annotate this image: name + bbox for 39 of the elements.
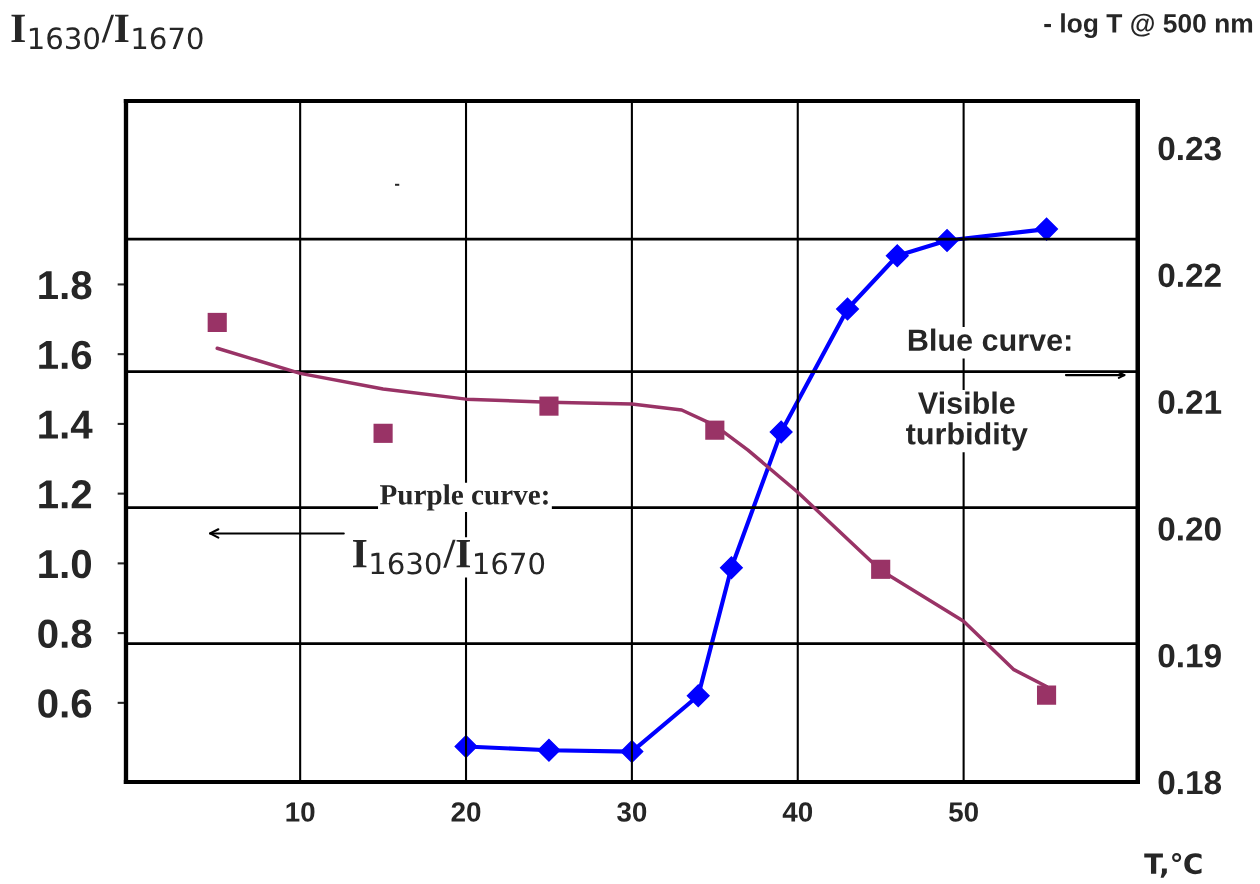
- y2-axis-title: - log T @ 500 nm: [1044, 13, 1253, 38]
- y2-tick-label: 0.19: [1158, 643, 1221, 668]
- point: [373, 423, 393, 443]
- point: [719, 556, 743, 580]
- y-axis-title: I$_{1630}$/I$_{1670}$: [11, 14, 203, 50]
- point: [537, 738, 561, 762]
- annotation: Visible turbidity: [906, 391, 1028, 451]
- x-tick-label: 20: [451, 802, 481, 822]
- x-tick-label: 10: [286, 802, 315, 822]
- y-tick-label: 1.8: [39, 270, 92, 300]
- y-tick-label: 1.6: [39, 340, 92, 370]
- annotation: I$_{1630}$/I$_{1670}$: [353, 539, 545, 575]
- point: [769, 420, 793, 444]
- point: [871, 559, 891, 579]
- x-tick-label: 30: [617, 802, 647, 822]
- y2-tick-label: 0.18: [1158, 770, 1222, 795]
- y-tick-label: 1.0: [39, 549, 92, 579]
- x-axis-title: T,℃: [1144, 853, 1202, 878]
- x-tick-label: 40: [782, 802, 813, 822]
- y2-tick-label: 0.23: [1158, 136, 1221, 161]
- point: [539, 396, 559, 416]
- y2-tick-label: 0.21: [1158, 390, 1222, 414]
- y-tick-label: 0.8: [38, 619, 92, 649]
- point: [836, 297, 860, 321]
- y-tick-label: 0.6: [38, 689, 92, 718]
- point: [1036, 685, 1057, 705]
- y-tick-label: 1.2: [39, 480, 92, 509]
- point: [207, 312, 227, 333]
- point: [885, 244, 909, 268]
- point: [1035, 217, 1059, 241]
- x-tick-label: 50: [949, 802, 978, 822]
- point: [686, 684, 710, 708]
- y2-tick-label: 0.20: [1158, 517, 1221, 541]
- annotation: Purple curve:: [379, 484, 548, 511]
- annotation: -: [395, 183, 400, 186]
- y-tick-label: 1.4: [39, 410, 93, 439]
- y2-tick-label: 0.22: [1158, 263, 1221, 288]
- point: [705, 420, 725, 440]
- annotation: Blue curve:: [908, 328, 1071, 351]
